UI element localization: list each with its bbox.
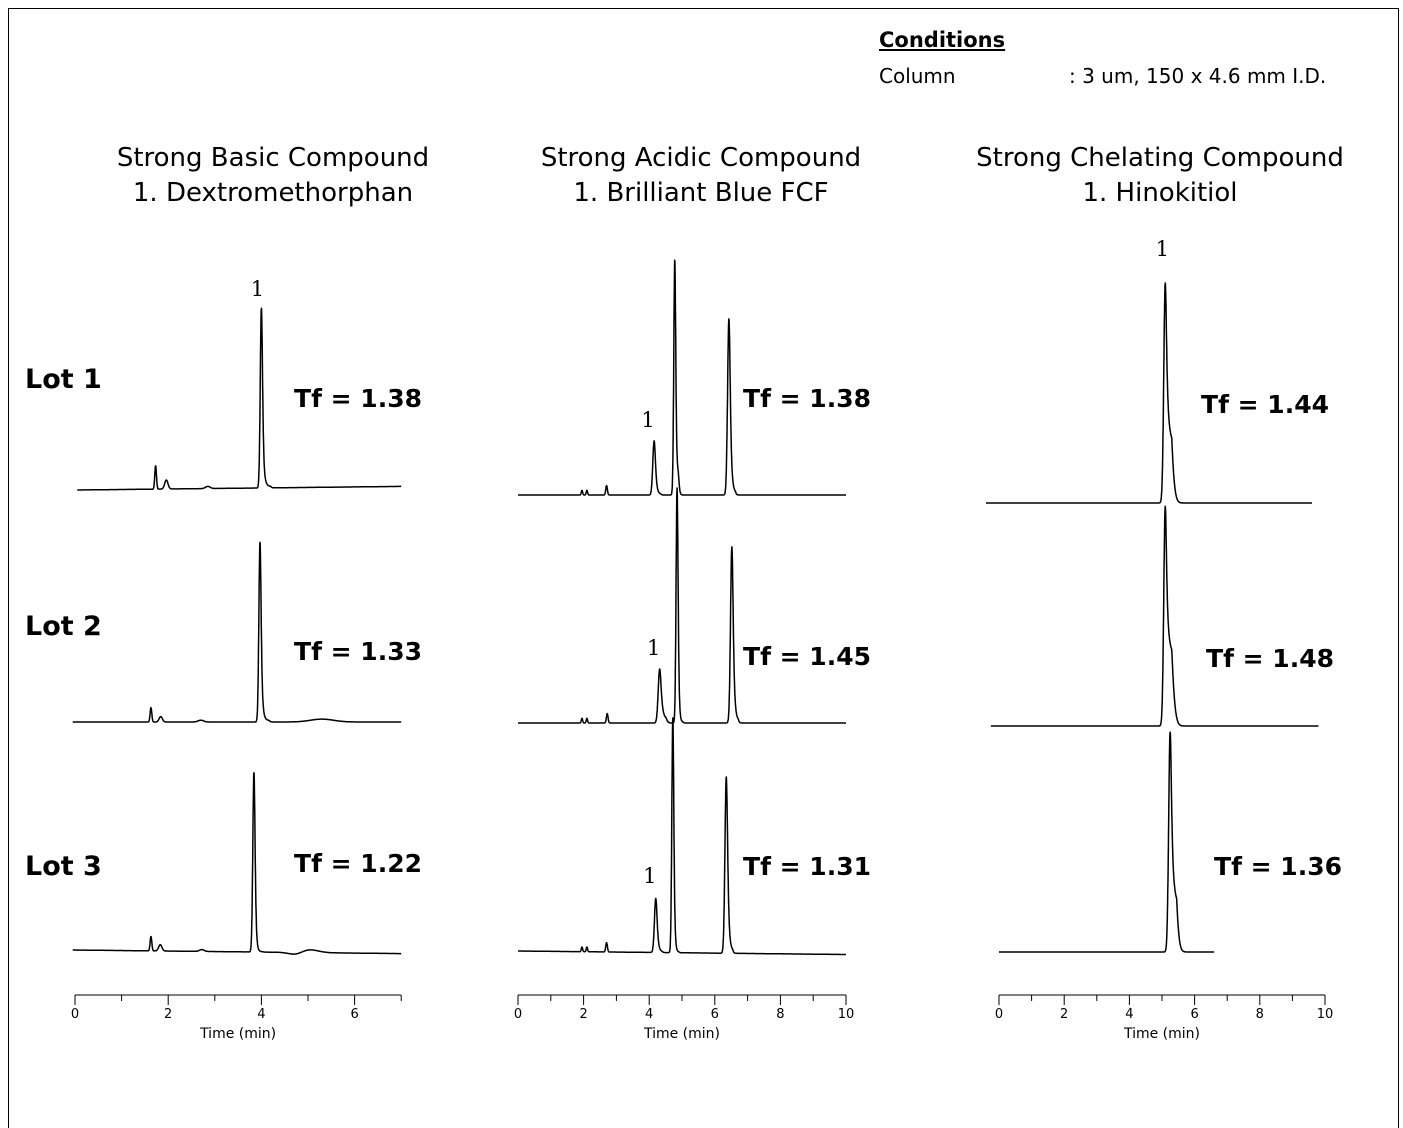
panel-3-lot-2-trace — [990, 505, 1319, 727]
panel-1-title-line-1: Strong Basic Compound — [116, 143, 430, 173]
lot-3-label: Lot 3 — [25, 851, 102, 882]
panel-1-x-axis-label: Time (min) — [199, 1026, 276, 1042]
panel-1-title-line-2: 1. Dextromethorphan — [132, 178, 414, 208]
panel-2-lot-1-peak-1-label: 1 — [641, 408, 654, 432]
panel-3-tick-label: 6 — [1190, 1007, 1198, 1022]
panel-2-tick-label: 10 — [838, 1007, 855, 1022]
panel-3-title: Strong Chelating Compound 1. Hinokitiol — [976, 141, 1344, 211]
panel-2-lot-2-peak-1-label: 1 — [647, 636, 660, 660]
conditions-column-value: : 3 um, 150 x 4.6 mm I.D. — [1069, 64, 1327, 88]
panel-1-tick-label: 0 — [71, 1007, 79, 1022]
panel-1-tick-label: 2 — [164, 1007, 172, 1022]
panel-2-tick-label: 0 — [514, 1007, 522, 1022]
panel-2-lot-2-tf-label: Tf = 1.45 — [743, 642, 871, 671]
panel-2-lot-2-trace — [517, 487, 847, 724]
panel-3-title-line-1: Strong Chelating Compound — [976, 143, 1344, 173]
panel-3-tick-label: 8 — [1256, 1007, 1264, 1022]
panel-2-lot-3-trace — [517, 717, 847, 956]
panel-2-title: Strong Acidic Compound 1. Brilliant Blue… — [541, 141, 861, 211]
panel-2-tick-label: 6 — [711, 1007, 719, 1022]
lot-2-label: Lot 2 — [25, 611, 102, 642]
panel-2-title-line-1: Strong Acidic Compound — [540, 143, 862, 173]
panel-2-title-line-2: 1. Brilliant Blue FCF — [573, 178, 829, 208]
figure-frame — [8, 8, 1399, 1128]
panel-3-lot-1-trace — [985, 282, 1313, 504]
panel-1-lot-2-tf-label: Tf = 1.33 — [294, 637, 422, 666]
panel-2-x-axis-label: Time (min) — [643, 1026, 720, 1042]
panel-3-title-line-2: 1. Hinokitiol — [1082, 178, 1238, 208]
panel-3-tick-label: 10 — [1317, 1007, 1334, 1022]
panel-3-lot-2-tf-label: Tf = 1.48 — [1206, 644, 1334, 673]
panel-1-lot-1-peak-1-label: 1 — [251, 277, 264, 301]
panel-3-x-axis-label: Time (min) — [1123, 1026, 1200, 1042]
panel-2-lot-3-peak-1-label: 1 — [643, 864, 656, 888]
panel-2-tick-label: 2 — [579, 1007, 587, 1022]
panel-1-tick-label: 6 — [350, 1007, 358, 1022]
panel-3-lot-3-trace — [998, 731, 1215, 953]
panel-1-lot-1-tf-label: Tf = 1.38 — [294, 384, 422, 413]
panel-1-title: Strong Basic Compound 1. Dextromethorpha… — [117, 141, 429, 211]
panel-3-tick-label: 2 — [1060, 1007, 1068, 1022]
panel-2-lot-3-tf-label: Tf = 1.31 — [743, 852, 871, 881]
panel-3-tick-label: 4 — [1125, 1007, 1133, 1022]
panel-2-lot-1-trace — [517, 259, 847, 496]
lot-1-label: Lot 1 — [25, 364, 102, 395]
panel-3-lot-3-tf-label: Tf = 1.36 — [1214, 852, 1342, 881]
panel-2-tick-label: 8 — [776, 1007, 784, 1022]
panel-2-lot-1-tf-label: Tf = 1.38 — [743, 384, 871, 413]
panel-1-tick-label: 4 — [257, 1007, 265, 1022]
panel-1-lot-3-trace — [72, 772, 402, 955]
conditions-column-label: Column — [879, 64, 956, 88]
panel-1-lot-3-tf-label: Tf = 1.22 — [294, 849, 422, 878]
panel-1-lot-1-trace — [76, 307, 402, 491]
panel-2-tick-label: 4 — [645, 1007, 653, 1022]
panel-3-lot-1-tf-label: Tf = 1.44 — [1201, 390, 1329, 419]
conditions-heading: Conditions — [879, 28, 1006, 52]
panel-3-lot-1-peak-1-label: 1 — [1156, 237, 1169, 261]
panel-1-lot-2-trace — [72, 541, 402, 723]
panel-3-tick-label: 0 — [995, 1007, 1003, 1022]
